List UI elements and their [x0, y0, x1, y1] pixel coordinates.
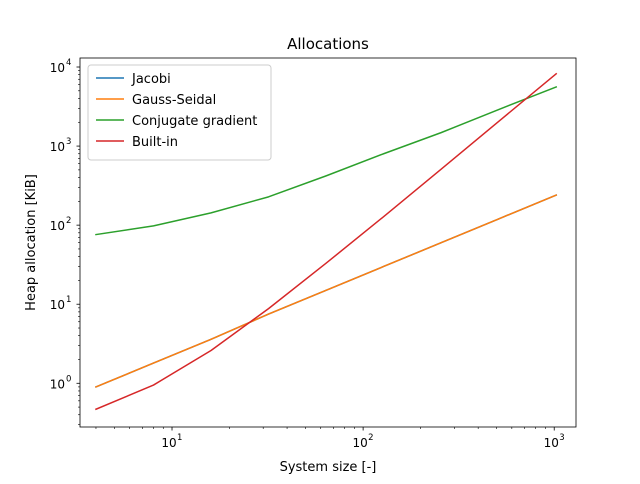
- series-line-gauss-seidal: [94, 194, 558, 388]
- legend-label: Built-in: [132, 135, 178, 150]
- y-tick-label: 10: [50, 219, 65, 233]
- legend-label: Conjugate gradient: [132, 114, 257, 129]
- series-line-conjugate-gradient: [95, 85, 558, 236]
- x-tick-label: 10: [161, 436, 176, 450]
- legend-label: Gauss-Seidal: [132, 93, 216, 108]
- x-tick-exponent: 3: [559, 433, 564, 443]
- y-axis-label: Heap allocation [KiB]: [24, 174, 39, 311]
- chart-title: Allocations: [287, 35, 369, 53]
- y-tick-label: 10: [50, 298, 65, 312]
- y-tick-label: 10: [50, 377, 65, 391]
- y-tick-exponent: 2: [66, 216, 71, 226]
- y-tick-exponent: 1: [66, 295, 71, 305]
- y-tick-label: 10: [50, 140, 65, 154]
- y-tick-exponent: 0: [66, 374, 71, 384]
- x-tick-exponent: 1: [177, 433, 182, 443]
- y-tick-exponent: 3: [66, 137, 71, 147]
- legend-label: Jacobi: [131, 72, 171, 87]
- legend-box: [87, 64, 272, 161]
- y-tick-label: 10: [50, 61, 65, 75]
- x-tick-label: 10: [544, 436, 559, 450]
- series-line-built-in: [94, 72, 558, 411]
- y-tick-exponent: 4: [66, 58, 71, 68]
- x-axis-label: System size [-]: [280, 460, 377, 475]
- plot-lines: [94, 72, 558, 411]
- x-tick-label: 10: [352, 436, 367, 450]
- legend: Jacobi Gauss-Seidal Conjugate gradient Buil…: [87, 64, 272, 161]
- x-axis-ticks: 10 1 10 2 10 3: [95, 427, 565, 450]
- x-tick-exponent: 2: [368, 433, 373, 443]
